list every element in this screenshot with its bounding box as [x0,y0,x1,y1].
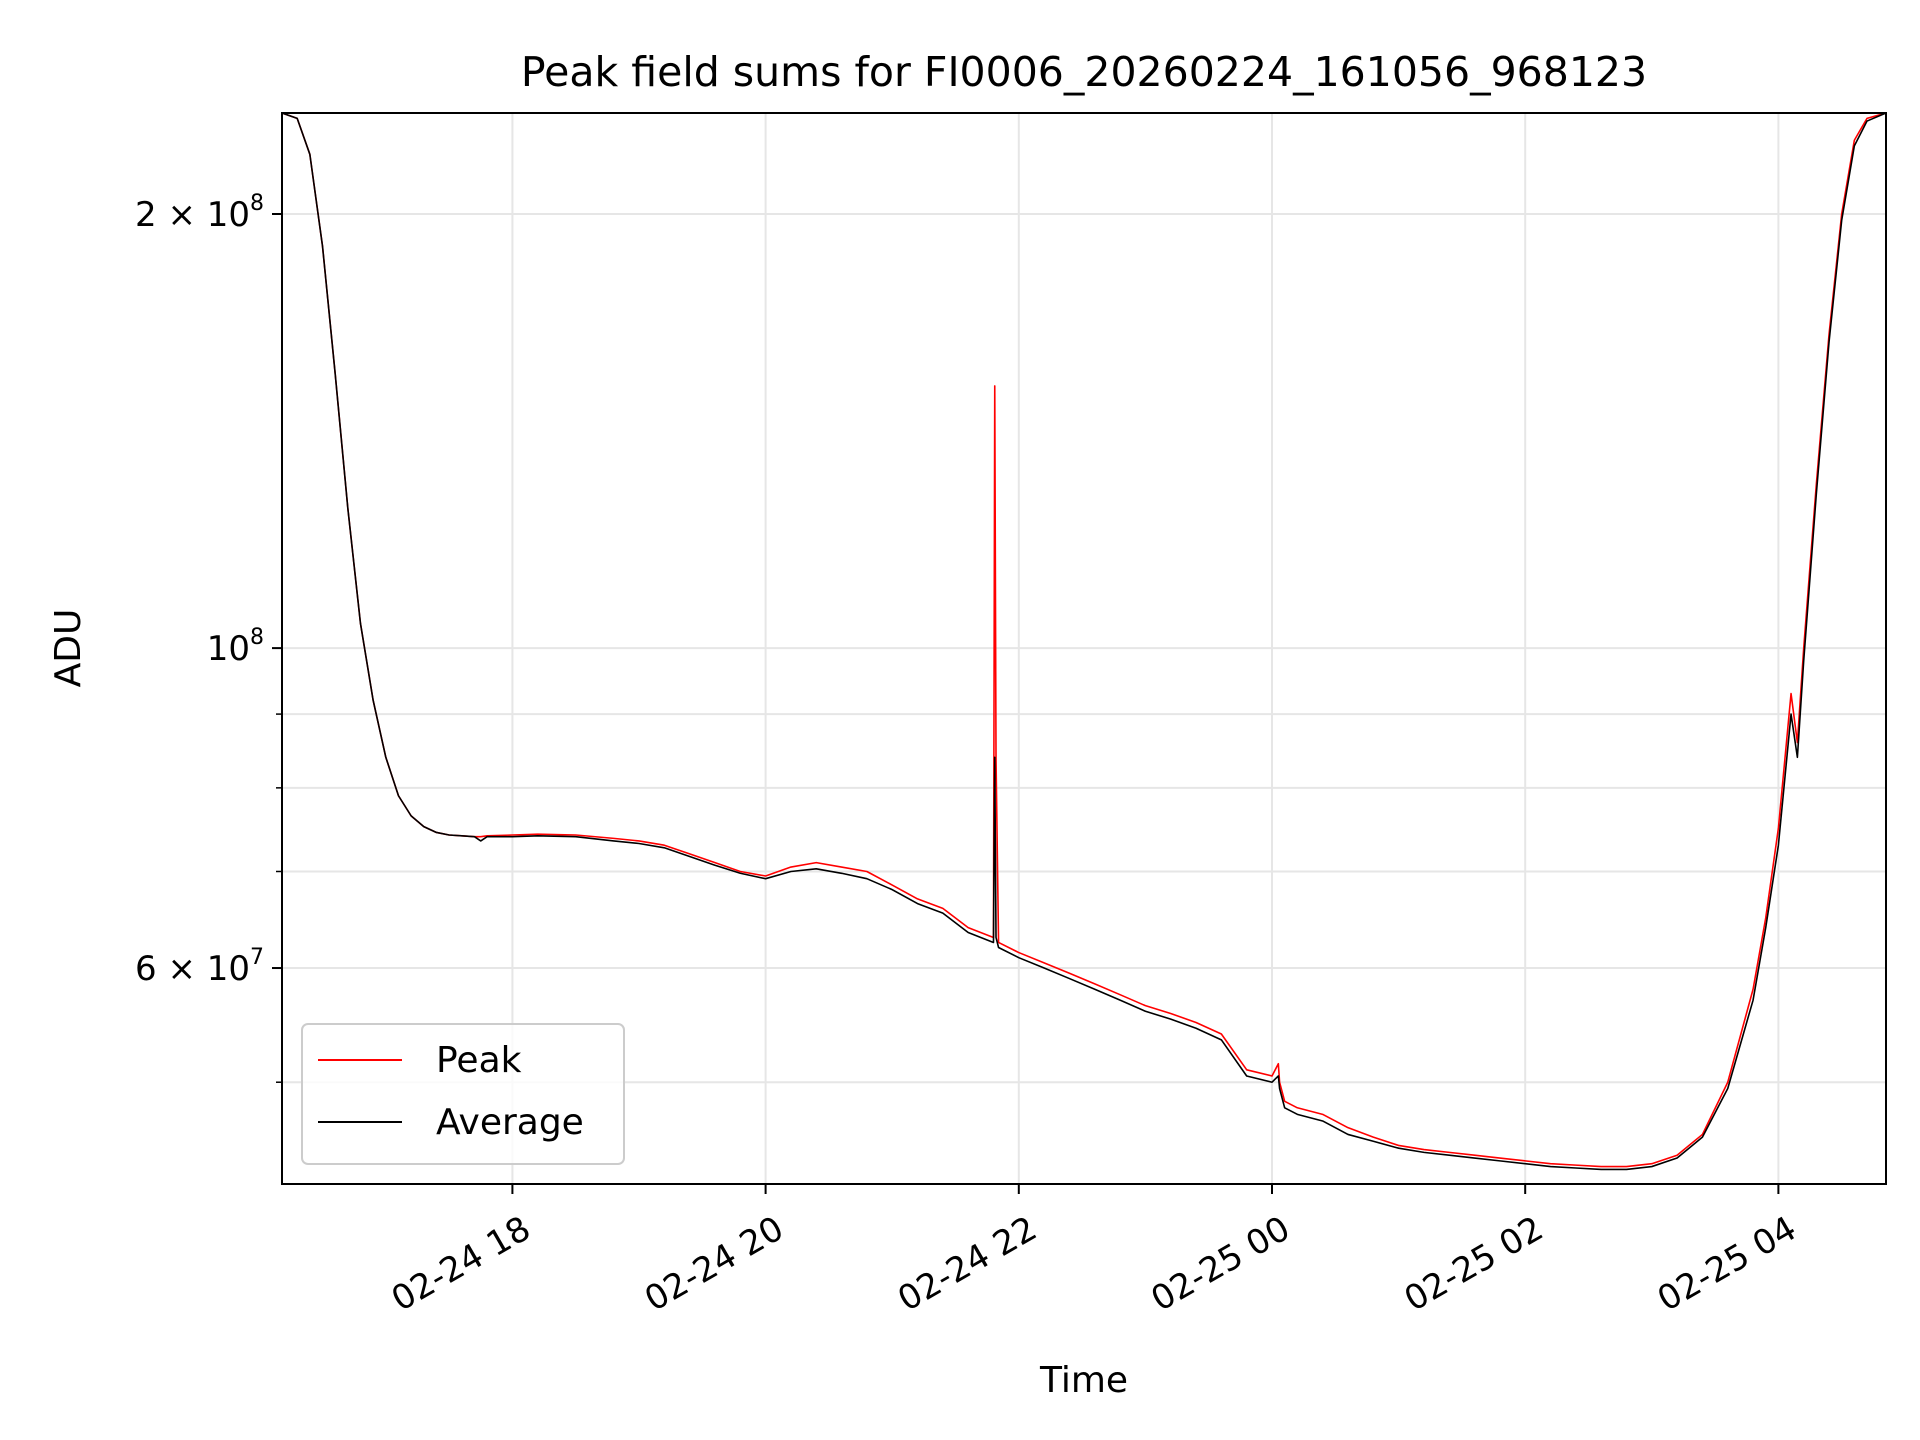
y-tick-label: 108 [207,625,264,669]
legend-label-average: Average [436,1102,584,1143]
legend-label-peak: Peak [436,1040,522,1081]
y-axis: 2 × 108 108 6 × 107 [135,191,282,1083]
chart-title: Peak field sums for FI0006_20260224_1610… [521,48,1647,96]
series-layer [282,113,1886,1171]
y-tick-label: 2 × 108 [135,191,264,235]
x-axis-label: Time [1039,1360,1128,1401]
y-tick-label: 6 × 107 [135,945,264,989]
series-line-average [282,113,1886,1171]
y-axis-label: ADU [48,609,89,688]
legend: Peak Average [301,1023,625,1165]
grid [282,113,1886,1184]
